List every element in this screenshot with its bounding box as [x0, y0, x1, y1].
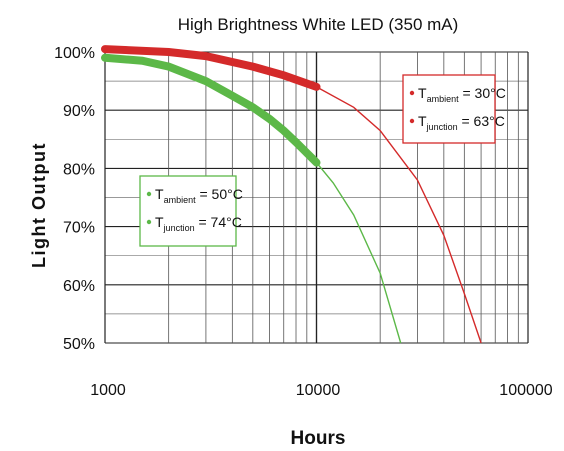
legend-marker — [146, 191, 152, 197]
y-tick-label: 70% — [63, 220, 95, 237]
legend-label: Tjunction = 63°C — [418, 113, 505, 132]
series-2-measured — [101, 53, 321, 167]
series-1-extrapolated — [316, 86, 482, 344]
y-axis-title: Light Output — [29, 142, 49, 268]
legend-label: Tambient = 50°C — [155, 186, 243, 205]
chart-title: High Brightness White LED (350 mA) — [178, 15, 459, 34]
legend-marker — [146, 219, 152, 225]
y-tick-label: 100% — [54, 45, 95, 62]
legend-label: Tambient = 30°C — [418, 85, 506, 104]
series-2-extrapolated — [315, 162, 402, 344]
legend-2: Tambient = 50°C Tjunction = 74°C — [139, 175, 243, 247]
tick-labels: 50% 60% 70% 80% 90% 100% 1000 10000 100000 — [54, 45, 553, 399]
legend-1: Tambient = 30°C Tjunction = 63°C — [402, 74, 506, 144]
curves — [101, 45, 482, 344]
y-tick-label: 80% — [63, 161, 95, 178]
x-tick-label: 100000 — [499, 382, 552, 399]
x-tick-label: 1000 — [90, 382, 126, 399]
y-tick-label: 90% — [63, 103, 95, 120]
legend-label: Tjunction = 74°C — [155, 214, 242, 233]
legend-box — [139, 175, 237, 247]
legend-box — [402, 74, 496, 144]
series-1-measured — [101, 45, 321, 91]
legend-marker — [409, 118, 415, 124]
y-tick-label: 60% — [63, 278, 95, 295]
x-tick-label: 10000 — [296, 382, 341, 399]
x-axis-title: Hours — [291, 428, 346, 449]
legend-marker — [409, 90, 415, 96]
y-tick-label: 50% — [63, 336, 95, 353]
